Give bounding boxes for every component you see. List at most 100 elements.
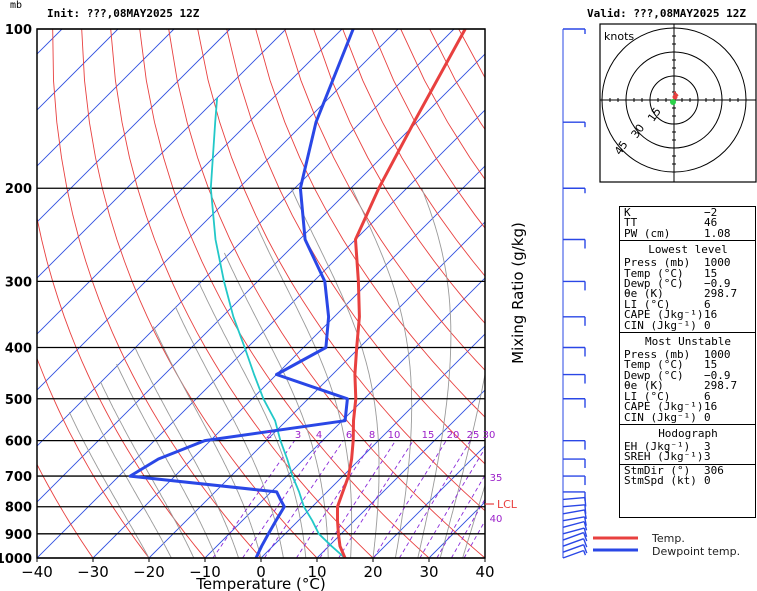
temperature-tick-label: 40 (475, 563, 494, 581)
panel-row-value: 3 (704, 439, 711, 453)
panel-row: θe (K) 298.7 (624, 287, 752, 301)
panel-row-value: 298.7 (704, 379, 738, 393)
wind-barb (562, 531, 588, 542)
panel-row: K −2 (624, 206, 752, 219)
panel-row-label: LI (°C) (624, 297, 671, 311)
dry-adiabat-line (81, 29, 318, 558)
mixing-ratio-label: 6 (346, 430, 352, 441)
lcl-label: LCL (497, 498, 518, 511)
panel-section-top: K −2 TT 46 PW (cm) 1.08 (620, 206, 755, 242)
pressure-tick-label: 400 (5, 341, 32, 356)
panel-row: StmDir (°) 306 (624, 464, 752, 476)
pressure-unit-label: mb (10, 0, 23, 11)
panel-row: PW (cm) 1.08 (624, 226, 752, 240)
dry-adiabat-line (284, 29, 485, 371)
moist-adiabat-line (351, 188, 413, 558)
wind-barb (562, 538, 588, 548)
panel-row-value: −0.9 (704, 277, 731, 291)
dry-adiabat-line (168, 29, 485, 558)
panel-row-value: 16 (704, 400, 718, 414)
temperature-tick-label: 0 (256, 563, 266, 581)
temperature-trace (336, 29, 467, 558)
wind-barb (563, 458, 586, 469)
wind-barb (563, 28, 586, 34)
wind-barb-shaft (562, 520, 585, 528)
temperature-tick-label: −30 (77, 563, 109, 581)
dry-adiabat-line (110, 29, 374, 558)
pressure-tick-label: 300 (5, 275, 32, 290)
panel-row: CAPE (Jkg⁻¹) 16 (624, 400, 752, 414)
wind-barb-flag (583, 544, 588, 554)
dry-adiabat-line (255, 29, 485, 418)
legend-temp-label: Temp. (652, 532, 685, 545)
wind-barb (563, 475, 586, 486)
isotherm-line (37, 29, 343, 335)
panel-row-label: CAPE (Jkg⁻¹) (624, 308, 704, 322)
panel-row-value: 1000 (704, 256, 731, 270)
wind-barb (563, 398, 586, 408)
temperature-tick-label: −20 (133, 563, 165, 581)
isotherm-line (37, 29, 175, 167)
panel-row: θe (K) 298.7 (624, 379, 752, 393)
panel-row-value: 6 (704, 297, 711, 311)
mixing-ratio-label: 4 (316, 430, 322, 441)
pressure-tick-label: 900 (5, 528, 32, 543)
panel-row-value: 46 (704, 216, 718, 230)
profile-traces (128, 29, 467, 558)
panel-row-label: θe (K) (624, 379, 664, 393)
panel-row-value: 0 (704, 410, 711, 424)
panel-row: LI (°C) 6 (624, 297, 752, 311)
mixing-ratio-line (264, 440, 344, 558)
temperature-tick-label: 20 (363, 563, 382, 581)
hodograph-frame (599, 23, 757, 183)
panel-row-value: 16 (704, 308, 718, 322)
temperature-tick-label: 30 (419, 563, 438, 581)
panel-row-label: EH (Jkg⁻¹) (624, 439, 691, 453)
hodograph-surface-marker (672, 94, 678, 100)
wind-barb (563, 373, 586, 384)
panel-row-label: LI (°C) (624, 389, 671, 403)
panel-row: Dewp (°C) −0.9 (624, 368, 752, 382)
panel-row: SREH (Jkg⁻¹) 3 (624, 450, 752, 464)
panel-row-label: Temp (°C) (624, 358, 684, 372)
panel-section-lowest-level: Lowest level Press (mb) 1000 Temp (°C) 15 De… (620, 241, 755, 334)
wind-barb (563, 280, 586, 291)
wind-barb-shaft (562, 538, 584, 547)
panel-row: Temp (°C) 15 (624, 266, 752, 280)
wind-barb-flag (583, 532, 588, 542)
panel-row: Temp (°C) 15 (624, 358, 752, 372)
dry-adiabat-line (139, 29, 430, 558)
wind-barb-shaft (562, 504, 585, 508)
isotherm-line (37, 29, 399, 391)
panel-row-value: 1.08 (704, 226, 731, 240)
mixing-ratio-line (242, 440, 324, 558)
panel-row: Dewp (°C) −0.9 (624, 277, 752, 291)
panel-row-label: SREH (Jkg⁻¹) (624, 450, 704, 464)
isotherm-line (37, 109, 485, 558)
wind-barb-shaft (562, 531, 584, 541)
panel-row-value: 298.7 (704, 287, 738, 301)
wind-barb (562, 544, 588, 554)
wind-barb (563, 121, 586, 128)
dry-adiabat-line (342, 29, 485, 277)
pressure-tick-label: 200 (5, 182, 32, 197)
pressure-tick-label: 700 (5, 470, 32, 485)
wind-barb (563, 439, 586, 450)
panel-row-label: Dewp (°C) (624, 368, 684, 382)
isotherm-line (372, 445, 485, 558)
wind-barb-shaft (562, 509, 585, 515)
wind-barb-shaft (562, 516, 585, 522)
panel-row-label: PW (cm) (624, 226, 671, 240)
panel-row-value: 15 (704, 266, 718, 280)
moist-adiabat-line (68, 411, 150, 558)
section-title: Most Unstable (644, 335, 732, 349)
moist-adiabat-line (100, 381, 195, 558)
pressure-tick-label: 600 (5, 435, 32, 450)
dry-adiabat-line (197, 29, 485, 512)
panel-row-value: 15 (704, 358, 718, 372)
mixing-ratio-label: 10 (388, 430, 401, 441)
panel-row-label: K (624, 206, 631, 219)
wind-barb (562, 520, 588, 531)
panel-row-value: 0 (704, 318, 711, 332)
